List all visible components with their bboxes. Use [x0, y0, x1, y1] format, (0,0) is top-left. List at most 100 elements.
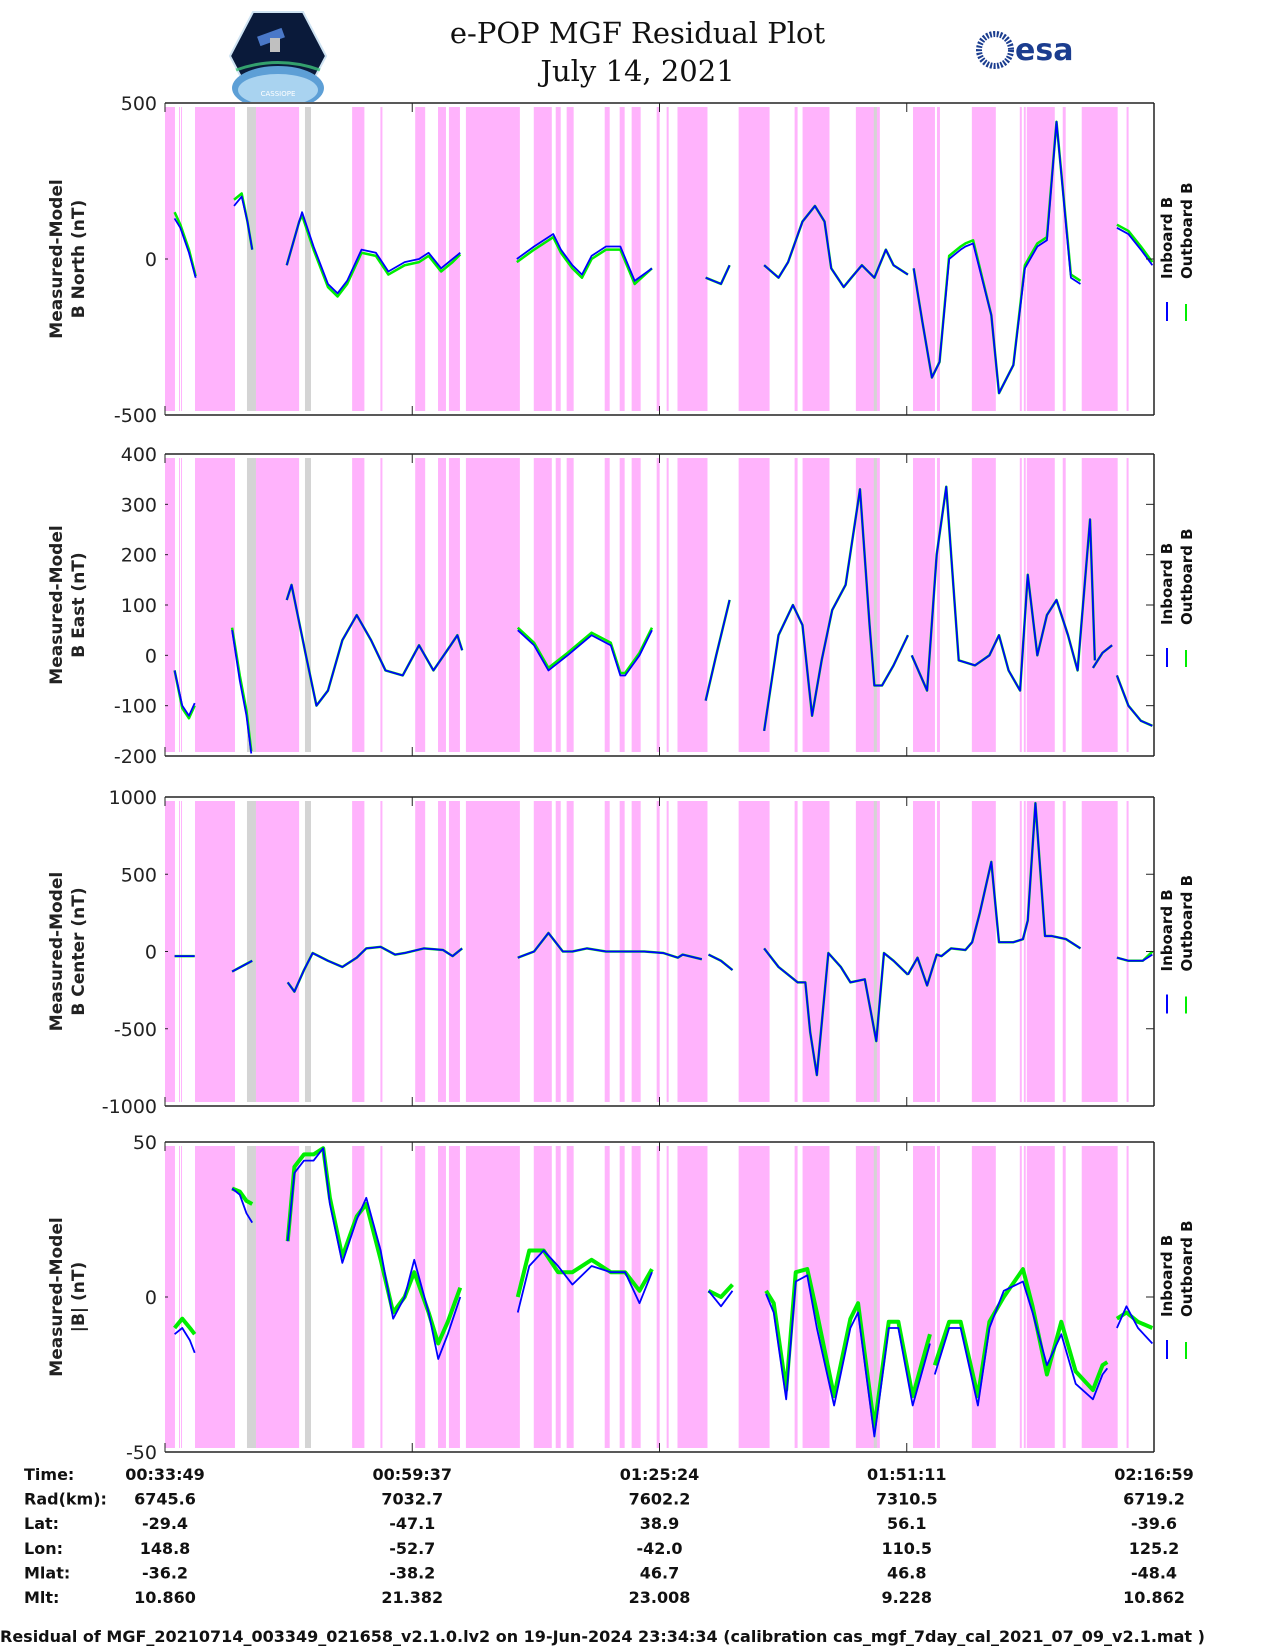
inboard-series-line: [910, 485, 1096, 692]
shade-band-gray: [246, 458, 256, 752]
legend-outboard-label: Outboard B: [1178, 1220, 1196, 1317]
shade-band-pink: [165, 107, 175, 411]
y-tick-label: 400: [121, 444, 157, 466]
shade-band-pink: [438, 458, 446, 752]
shade-band-pink: [415, 458, 426, 752]
inboard-series-line: [765, 1274, 931, 1438]
legend-outboard-label: Outboard B: [1178, 528, 1196, 625]
shade-band-pink: [1081, 801, 1118, 1102]
shade-band-pink: [666, 1146, 669, 1448]
info-cell: 10.862: [1123, 1588, 1185, 1607]
shade-band-pink: [936, 1146, 940, 1448]
info-cell: -47.1: [389, 1514, 435, 1533]
info-cell: 21.382: [381, 1588, 443, 1607]
plot-date: July 14, 2021: [540, 54, 735, 88]
shade-band-pink: [913, 801, 935, 1102]
shade-band-pink: [794, 458, 798, 752]
y-tick-label: 1000: [109, 787, 157, 809]
panel-center: 1000 500 0 -500 -1000 Measured-Model B Center …: [47, 787, 1196, 1118]
y-tick-label: 0: [145, 942, 157, 964]
inboard-series-line: [763, 488, 909, 731]
inboard-series-line: [285, 583, 464, 707]
shade-band-pink: [533, 1146, 552, 1448]
shade-band-pink: [255, 801, 300, 1102]
shade-band-pink: [631, 458, 641, 752]
shade-band-pink: [533, 801, 552, 1102]
legend-outboard-label: Outboard B: [1178, 875, 1196, 972]
panel-east: 400 300 200 100 0 -100 -200 Measured-Model B Eas…: [47, 444, 1196, 768]
plot-title: e-POP MGF Residual Plot: [449, 16, 826, 50]
shade-band-pink: [448, 801, 460, 1102]
shade-band-pink: [913, 1146, 935, 1448]
outboard-series-line: [516, 235, 653, 286]
shade-band-pink: [604, 458, 610, 752]
shade-band-pink: [1023, 801, 1026, 1102]
shade-band-pink: [619, 458, 625, 752]
y-tick-label: 500: [121, 864, 157, 886]
shade-band-pink: [165, 1146, 175, 1448]
shade-band-pink: [178, 107, 180, 411]
info-row-label: Mlt:: [24, 1588, 59, 1607]
shade-band-pink: [1023, 107, 1026, 411]
panel-north: 500 0 -500 Measured-Model B North (nT) Inboar…: [47, 93, 1196, 427]
shade-band-pink: [1126, 107, 1129, 411]
shade-band-pink: [1126, 1146, 1129, 1448]
shade-band-pink: [936, 107, 940, 411]
shade-band-pink: [1062, 458, 1066, 752]
outboard-series-line: [231, 1186, 254, 1206]
outboard-series-line: [932, 1267, 1109, 1399]
esa-logo-text: esa: [1015, 33, 1073, 68]
shade-band-pink: [533, 107, 552, 411]
y-axis-label: Measured-Model B East (nT): [47, 525, 89, 684]
y-tick-label: 0: [145, 645, 157, 667]
shade-band-pink: [380, 458, 383, 752]
inboard-series-line: [933, 1280, 1109, 1407]
inboard-series-line: [1116, 227, 1154, 266]
inboard-series-line: [704, 599, 731, 701]
y-tick-label: 100: [121, 595, 157, 617]
shade-band-pink: [913, 107, 935, 411]
shade-band-pink: [448, 1146, 460, 1448]
info-cell: -48.4: [1131, 1563, 1177, 1582]
info-cell: 125.2: [1129, 1539, 1180, 1558]
y-tick-label: 300: [121, 494, 157, 516]
info-cell: 46.8: [887, 1563, 926, 1582]
shade-band-gray: [246, 1146, 256, 1448]
shade-band-pink: [380, 1146, 383, 1448]
info-cell: 00:59:37: [372, 1465, 452, 1484]
shade-band-pink: [178, 801, 180, 1102]
shade-band-pink: [438, 801, 446, 1102]
y-tick-label: -100: [114, 696, 157, 718]
shade-band-pink: [971, 107, 996, 411]
legend-inboard-label: Inboard B: [1158, 543, 1176, 625]
shade-band-pink: [738, 1146, 770, 1448]
shade-band-pink: [1019, 107, 1022, 411]
outboard-series-line: [763, 947, 909, 1077]
shade-band-pink: [738, 801, 770, 1102]
y-tick-label: 500: [121, 93, 157, 115]
shade-band-pink: [195, 1146, 235, 1448]
inboard-series-line: [231, 1187, 253, 1224]
shade-band-gray: [873, 107, 877, 411]
info-row-label: Lon:: [24, 1539, 63, 1558]
shade-band-pink: [438, 107, 446, 411]
shade-band-pink: [936, 801, 940, 1102]
y-tick-label: -500: [114, 1019, 157, 1041]
y-tick-label: -50: [126, 1442, 157, 1464]
outboard-series-line: [762, 487, 910, 732]
inboard-series-line: [912, 120, 1081, 395]
outboard-series-line: [516, 626, 654, 675]
info-cell: 01:25:24: [620, 1465, 700, 1484]
shade-band-pink: [352, 801, 365, 1102]
info-cell: -52.7: [389, 1539, 435, 1558]
shade-band-pink: [380, 801, 383, 1102]
shade-band-pink: [1126, 458, 1129, 752]
inboard-series-line: [285, 211, 461, 295]
shade-band-pink: [195, 801, 235, 1102]
shade-band-pink: [936, 458, 940, 752]
shade-band-pink: [1019, 801, 1022, 1102]
inboard-series-line: [1116, 675, 1153, 727]
info-cell: 56.1: [887, 1514, 926, 1533]
info-cell: -36.2: [142, 1563, 188, 1582]
shade-band-pink: [1062, 107, 1066, 411]
